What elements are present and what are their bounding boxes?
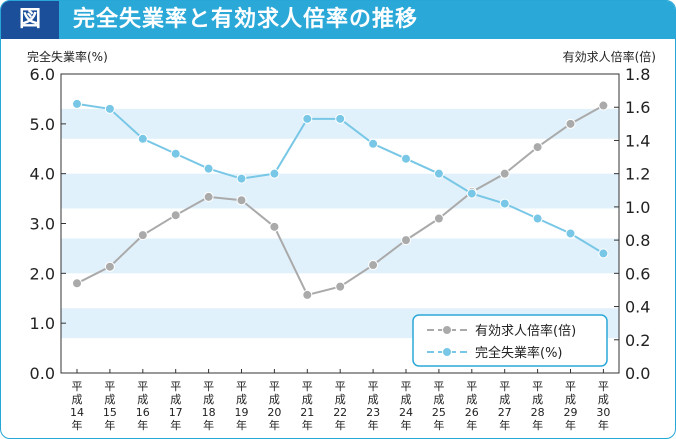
- left-tick-label: 0.0: [30, 364, 55, 383]
- x-tick-label: 平成 23 年: [366, 380, 380, 432]
- left-tick-label: 3.0: [30, 215, 55, 234]
- x-tick-label: 平成 15 年: [103, 380, 117, 432]
- x-tick-label: 平成 29 年: [564, 380, 578, 432]
- series-1-point: [565, 228, 576, 239]
- left-tick-label: 2.0: [30, 264, 55, 283]
- right-tick-label: 0.8: [625, 231, 650, 250]
- legend-marker-0: [442, 325, 452, 335]
- legend-box: [412, 314, 608, 367]
- right-tick-label: 0.2: [625, 331, 650, 350]
- series-0-point: [236, 195, 247, 206]
- left-tick-label: 1.0: [30, 314, 55, 333]
- right-tick-label: 0.4: [625, 298, 650, 317]
- left-tick-label: 4.0: [30, 165, 55, 184]
- right-tick-label: 1.6: [625, 98, 650, 117]
- series-1-point: [104, 103, 115, 114]
- chart-title: 完全失業率と有効求人倍率の推移: [73, 7, 419, 32]
- series-0-point: [565, 118, 576, 129]
- series-0-point: [302, 289, 313, 300]
- x-tick-label: 平成 30 年: [596, 380, 610, 432]
- series-1-point: [532, 213, 543, 224]
- right-tick-label: 0.0: [625, 364, 650, 383]
- right-tick-label: 1.4: [625, 131, 650, 150]
- x-tick-label: 平成 16 年: [136, 380, 150, 432]
- x-tick-label: 平成 27 年: [498, 380, 512, 432]
- series-1-point: [499, 198, 510, 209]
- right-tick-label: 0.6: [625, 264, 650, 283]
- x-tick-label: 平成 21 年: [300, 380, 314, 432]
- series-0-point: [598, 100, 609, 111]
- series-0-point: [401, 235, 411, 246]
- band-1: [61, 238, 619, 274]
- x-tick-label: 平成 28 年: [531, 380, 545, 432]
- figure-tag: 図: [1, 1, 59, 39]
- x-tick-label: 平成 25 年: [432, 380, 446, 432]
- left-axis-title: 完全失業率(%): [27, 49, 108, 64]
- series-1-point: [466, 188, 477, 199]
- legend-label-1: 完全失業率(%): [475, 345, 563, 361]
- band-2: [61, 173, 619, 209]
- title-bar: 図 完全失業率と有効求人倍率の推移: [1, 1, 675, 39]
- series-1-point: [269, 168, 280, 179]
- x-tick-label: 平成 14 年: [70, 380, 84, 432]
- series-1-point: [203, 163, 214, 174]
- series-1-point: [137, 133, 148, 144]
- series-0-point: [433, 213, 444, 224]
- x-tick-label: 平成 19 年: [235, 380, 249, 432]
- series-0-point: [137, 230, 148, 241]
- x-tick-label: 平成 17 年: [169, 380, 183, 432]
- series-1-point: [598, 248, 609, 259]
- series-1-point: [401, 153, 411, 164]
- x-tick-label: 平成 24 年: [399, 380, 413, 432]
- series-0-point: [368, 260, 379, 271]
- series-0-point: [72, 278, 82, 289]
- series-0-point: [269, 221, 280, 232]
- series-0-point: [203, 191, 214, 202]
- right-axis-title: 有効求人倍率(倍): [563, 49, 656, 64]
- x-tick-label: 平成 26 年: [465, 380, 479, 432]
- series-0-point: [104, 261, 115, 272]
- x-tick-label: 平成 20 年: [267, 380, 281, 432]
- right-tick-label: 1.2: [625, 165, 650, 184]
- series-1-point: [302, 113, 313, 124]
- series-1-point: [170, 148, 181, 159]
- x-tick-label: 平成 18 年: [202, 380, 216, 432]
- series-1-point: [236, 173, 247, 184]
- right-tick-label: 1.0: [625, 198, 650, 217]
- legend-marker-1: [442, 347, 452, 357]
- legend-label-0: 有効求人倍率(倍): [475, 323, 576, 339]
- series-0-point: [499, 168, 510, 179]
- x-tick-label: 平成 22 年: [333, 380, 347, 432]
- series-0-point: [335, 281, 346, 292]
- series-1-point: [368, 138, 379, 149]
- series-0-point: [170, 210, 181, 221]
- series-1-point: [72, 98, 82, 109]
- right-tick-label: 1.8: [625, 65, 650, 84]
- left-tick-label: 5.0: [30, 115, 55, 134]
- left-tick-label: 6.0: [30, 65, 55, 84]
- series-0-point: [532, 142, 543, 153]
- series-1-point: [335, 113, 346, 124]
- series-1-point: [433, 168, 444, 179]
